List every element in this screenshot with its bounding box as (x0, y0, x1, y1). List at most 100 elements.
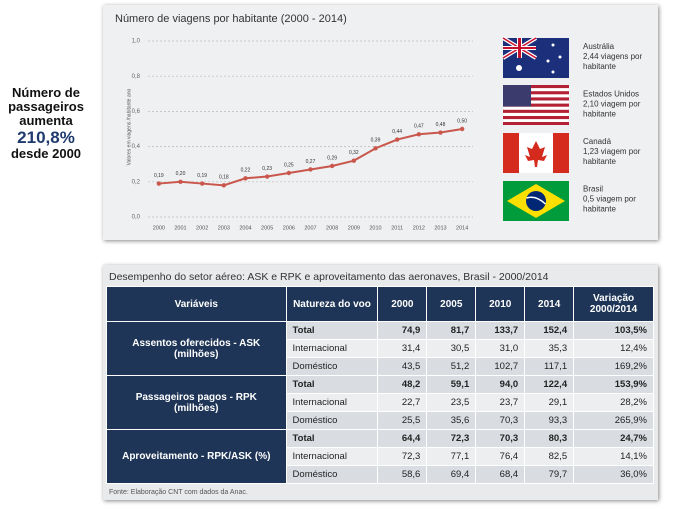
table-cell: 64,4 (377, 429, 428, 448)
y-axis-label: Valores em viagens /habitante ano (126, 88, 132, 165)
table-cell: 80,3 (524, 429, 575, 448)
x-tick-label: 2000 (153, 225, 165, 231)
x-tick-label: 2004 (239, 225, 251, 231)
table-cell: 69,4 (426, 465, 477, 484)
table-row: Passageiros pagos - RPK (milhões) Total 48… (106, 375, 654, 430)
side-text: Número de (12, 85, 80, 100)
table-cell: 43,5 (377, 357, 428, 376)
y-tick-label: 0,2 (132, 179, 141, 185)
point (243, 176, 248, 181)
country-name: Austrália (583, 42, 615, 51)
data-label: 0,32 (349, 150, 359, 156)
table-cell: 93,3 (524, 411, 575, 430)
table-panel: Desempenho do setor aéreo: ASK e RPK e a… (103, 265, 658, 500)
table-cell: 133,7 (475, 321, 526, 340)
x-tick-label: 2012 (413, 225, 425, 231)
table-cell: 28,2% (573, 393, 654, 412)
data-label: 0,22 (241, 168, 251, 174)
table-title: Desempenho do setor aéreo: ASK e RPK e a… (109, 271, 549, 283)
table-cell: 29,1 (524, 393, 575, 412)
x-tick-label: 2009 (348, 225, 360, 231)
x-tick-label: 2003 (218, 225, 230, 231)
table-cell: 31,4 (377, 339, 428, 358)
table-cell: 12,4% (573, 339, 654, 358)
table-cell: 59,1 (426, 375, 477, 394)
table-cell: Doméstico (285, 357, 379, 376)
y-tick-label: 0,4 (132, 144, 141, 150)
table-cell: 25,5 (377, 411, 428, 430)
table-cell: 76,4 (475, 447, 526, 466)
country-text: 2,44 viagens por habitante (583, 52, 642, 71)
point (373, 146, 378, 151)
point (286, 170, 292, 176)
source-note: Fonte: Elaboração CNT com dados da Anac. (109, 489, 248, 496)
table-cell: 68,4 (475, 465, 526, 484)
table-row: Internacional 72,3 77,1 76,4 82,5 14,1% (107, 447, 654, 466)
country-name: Brasil (583, 185, 603, 194)
table-cell: 102,7 (475, 357, 526, 376)
x-tick-label: 2013 (434, 225, 446, 231)
y-tick-label: 0,8 (132, 74, 141, 80)
table-cell: 94,0 (475, 375, 526, 394)
table-cell: 58,6 (377, 465, 428, 484)
group-label: Aproveitamento - RPK/ASK (%) (106, 429, 287, 484)
table-row: Internacional 22,7 23,5 23,7 29,1 28,2% (107, 393, 654, 412)
point (221, 183, 227, 188)
x-tick-label: 2002 (196, 225, 208, 231)
country-name: Estados Unidos (583, 90, 639, 99)
table-cell: Doméstico (285, 465, 379, 484)
table-row: Internacional 31,4 30,5 31,0 35,3 12,4% (107, 339, 654, 358)
point (416, 132, 422, 137)
country-text: 1,23 viagem por habitante (583, 147, 641, 166)
table-row: Assentos oferecidos - ASK (milhões) Total… (106, 321, 654, 376)
table-cell: 23,5 (426, 393, 477, 412)
header-cell: Natureza do voo (285, 286, 379, 322)
header-cell: 2014 (524, 286, 575, 322)
table-cell: 103,5% (573, 321, 654, 340)
table-cell: 70,3 (475, 429, 526, 448)
point (438, 130, 443, 135)
data-label: 0,29 (327, 155, 337, 161)
table-cell: 22,7 (377, 393, 428, 412)
table-row: Aproveitamento - RPK/ASK (%) Total 64,4 72,… (106, 429, 654, 484)
y-tick-label: 0,6 (132, 109, 141, 115)
table-row: Doméstico 25,5 35,6 70,3 93,3 265,9% (107, 411, 654, 430)
table-cell: Doméstico (285, 411, 379, 430)
data-label: 0,50 (457, 118, 467, 124)
table-cell: 30,5 (426, 339, 477, 358)
header-cell: 2000 (377, 286, 428, 322)
table-cell: 70,3 (475, 411, 526, 430)
flag-canada (503, 133, 569, 173)
table-cell: 36,0% (573, 465, 654, 484)
data-label: 0,39 (371, 138, 381, 144)
chart: Número de viagens por habitante (2000 - … (115, 13, 642, 232)
x-tick-label: 2014 (456, 225, 468, 231)
table-cell: 23,7 (475, 393, 526, 412)
data-label: 0,27 (306, 159, 316, 165)
point (178, 179, 183, 184)
table-cell: 48,2 (377, 375, 428, 394)
header-cell: 2010 (475, 286, 526, 322)
table-cell: 35,3 (524, 339, 575, 358)
data-label: 0,23 (262, 166, 272, 172)
table-cell: Internacional (285, 393, 379, 412)
data-label: 0,25 (284, 162, 294, 168)
table-row: Doméstico 58,6 69,4 68,4 79,7 36,0% (107, 465, 654, 484)
country-name: Canadá (583, 137, 612, 146)
table-cell: 81,7 (426, 321, 477, 340)
point (199, 181, 205, 186)
table-cell: 72,3 (377, 447, 428, 466)
table-cell: 14,1% (573, 447, 654, 466)
table-cell: 77,1 (426, 447, 477, 466)
side-text: aumenta (19, 113, 73, 128)
data-table: Variáveis Natureza do voo 2000 2005 2010 2014… (106, 286, 654, 484)
header-cell: Variáveis (106, 286, 287, 322)
data-label: 0,18 (219, 175, 229, 181)
table-cell: 265,9% (573, 411, 654, 430)
table-cell: Total (285, 429, 379, 448)
table-cell: 153,9% (573, 375, 654, 394)
x-tick-label: 2010 (369, 225, 381, 231)
country-text: 0,5 viagem por habitante (583, 195, 636, 214)
point (394, 137, 400, 142)
